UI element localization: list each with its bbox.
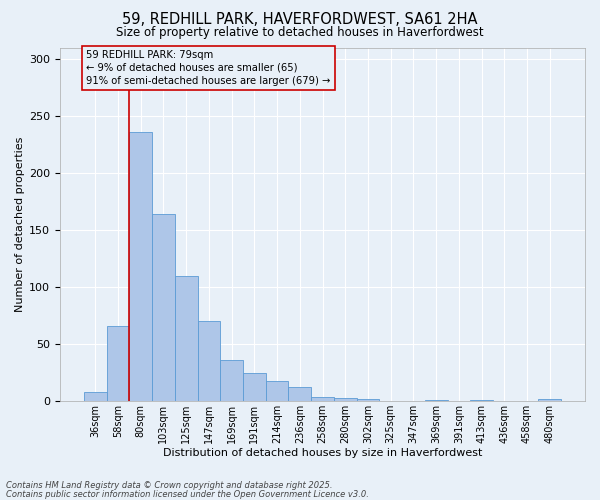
Y-axis label: Number of detached properties: Number of detached properties: [15, 136, 25, 312]
Bar: [538, 399, 561, 401]
Bar: [197, 322, 220, 401]
Bar: [84, 392, 107, 401]
Text: 59 REDHILL PARK: 79sqm
← 9% of detached houses are smaller (65)
91% of semi-deta: 59 REDHILL PARK: 79sqm ← 9% of detached …: [86, 50, 331, 86]
Text: Contains public sector information licensed under the Open Government Licence v3: Contains public sector information licen…: [6, 490, 369, 499]
Bar: [334, 398, 356, 401]
Bar: [243, 372, 266, 401]
Bar: [356, 399, 379, 401]
Text: Size of property relative to detached houses in Haverfordwest: Size of property relative to detached ho…: [116, 26, 484, 39]
Text: Contains HM Land Registry data © Crown copyright and database right 2025.: Contains HM Land Registry data © Crown c…: [6, 481, 332, 490]
Bar: [266, 380, 289, 401]
Bar: [130, 132, 152, 401]
Bar: [152, 214, 175, 401]
Bar: [289, 388, 311, 401]
Bar: [175, 276, 197, 401]
Bar: [220, 360, 243, 401]
Bar: [107, 326, 130, 401]
Bar: [425, 400, 448, 401]
Bar: [470, 400, 493, 401]
Text: 59, REDHILL PARK, HAVERFORDWEST, SA61 2HA: 59, REDHILL PARK, HAVERFORDWEST, SA61 2H…: [122, 12, 478, 28]
X-axis label: Distribution of detached houses by size in Haverfordwest: Distribution of detached houses by size …: [163, 448, 482, 458]
Bar: [311, 396, 334, 401]
